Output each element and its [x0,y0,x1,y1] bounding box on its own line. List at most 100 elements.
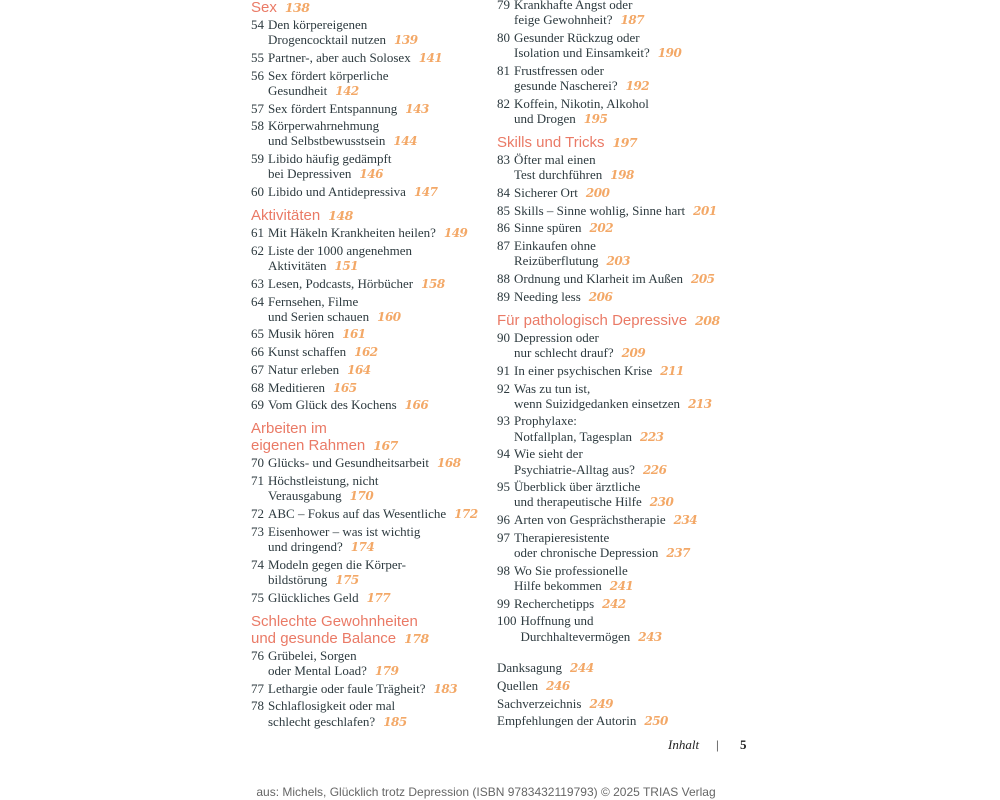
line-text: Quellen [497,678,539,694]
line: Höchstleistung, nicht [268,473,379,488]
entry-title: Wie sieht der Psychiatrie-Alltag aus? 226 [510,446,667,477]
entry-title: Natur erleben 164 [264,362,371,378]
toc-entry: 58 Körperwahrnehmung und Selbstbewusstsein… [251,118,491,149]
entry-title: Lethargie oder faule Trägheit? 183 [264,681,458,697]
line-text: Frustfressen oder [514,62,604,78]
toc-entry: Empfehlungen der Autorin 250 [497,713,737,729]
line-text: Glückliches Geld [268,589,359,605]
line-text: Einkaufen ohne [514,238,596,254]
toc-entry: 96 Arten von Gesprächstherapie 234 [497,512,737,528]
line: Vom Glück des Kochens 166 [268,397,429,413]
line-text: Mit Häkeln Krankheiten heilen? [268,225,436,241]
entry-title: Sinne spüren 202 [510,220,614,236]
line: Lesen, Podcasts, Hörbücher 158 [268,276,445,292]
toc-entry: 66 Kunst schaffen 162 [251,344,491,360]
entry-title: Recherchetipps 242 [510,596,626,612]
entry-title: Modeln gegen die Körper-bildstörung 175 [264,557,406,588]
entry-number: 72 [251,506,264,522]
line: eigenen Rahmen 167 [251,437,491,454]
line: Glücks- und Gesundheitsarbeit 168 [268,455,461,471]
line: und Serien schauen 160 [268,309,401,325]
entry-title: Grübelei, Sorgen oder Mental Load? 179 [264,648,399,679]
page-ref: 249 [589,696,614,711]
toc-entry: 79 Krankhafte Angst oder feige Gewohnheit?… [497,0,737,28]
line-text: Arbeiten im [251,420,327,438]
toc-entry: 71 Höchstleistung, nicht Verausgabung 170 [251,473,491,504]
line: Psychiatrie-Alltag aus? 226 [514,462,667,478]
line: und Selbstbewusstsein 144 [268,133,417,149]
page-ref: 234 [673,513,698,528]
line-text: Sex fördert körperliche [268,67,389,83]
line: und dringend? 174 [268,539,420,555]
entry-number: 83 [497,152,510,168]
line: ABC – Fokus auf das Wesentliche 172 [268,506,478,522]
entry-title: Lesen, Podcasts, Hörbücher 158 [264,276,445,292]
line-text: Therapieresistente [514,529,610,545]
toc-entry: 57 Sex fördert Entspannung 143 [251,101,491,117]
entry-number: 76 [251,647,264,663]
entry-number: 91 [497,362,510,378]
entry-title: Kunst schaffen 162 [264,344,378,360]
entry-title: Skills – Sinne wohlig, Sinne hart 201 [510,203,717,219]
entry-title: Koffein, Nikotin, Alkohol und Drogen 195 [510,96,649,127]
page-ref: 177 [366,590,391,605]
line: Natur erleben 164 [268,362,371,378]
toc-entry: 68 Meditieren 165 [251,380,491,396]
toc-entry: 64 Fernsehen, Filme und Serien schauen 160 [251,294,491,325]
page-ref: 195 [583,111,608,126]
toc-entry: 88 Ordnung und Klarheit im Außen 205 [497,271,737,287]
entry-title: Einkaufen ohne Reizüberflutung 203 [510,238,631,269]
line: Einkaufen ohne [514,238,630,253]
page-ref: 246 [546,679,570,694]
page-ref: 161 [342,327,366,342]
page-ref: 144 [393,134,417,149]
line: nur schlecht drauf? 209 [514,345,646,361]
toc-entry: 61 Mit Häkeln Krankheiten heilen? 149 [251,225,491,241]
line: Aktivitäten 148 [251,207,491,224]
line-text: Reizüberflutung [514,253,599,269]
line: schlecht geschlafen? 185 [268,714,407,730]
line: Quellen 246 [497,678,570,693]
page-ref: 148 [328,208,353,224]
line: Drogencocktail nutzen 139 [268,32,418,48]
line-text: Höchstleistung, nicht [268,473,379,489]
page-ref: 192 [625,79,650,94]
line: Fernsehen, Filme [268,294,401,309]
line: und therapeutische Hilfe 230 [514,494,674,510]
entry-title: Glückliches Geld 177 [264,589,391,606]
entry-title: Frustfressen oder gesunde Nascherei? 192 [510,62,650,94]
entry-number: 57 [251,100,264,116]
line-text: und gesunde Balance [251,629,397,647]
toc-entry: 94 Wie sieht der Psychiatrie-Alltag aus? 22… [497,446,737,477]
line: oder chronische Depression 237 [514,545,690,561]
line: bei Depressiven 146 [268,166,391,182]
page-ref: 200 [585,186,610,201]
line: Libido und Antidepressiva 147 [268,184,438,200]
line: wenn Suizidgedanken einsetzen 213 [514,396,712,412]
line-text: Wo Sie professionelle [514,562,628,578]
entry-title: Fernsehen, Filme und Serien schauen 160 [264,294,401,325]
line-text: oder Mental Load? [268,663,367,678]
line: Für pathologisch Depressive 208 [497,312,737,329]
line: Koffein, Nikotin, Alkohol [514,96,649,111]
entry-number: 97 [497,529,510,545]
toc-entry: 65 Musik hören 161 [251,326,491,342]
page-number: 5 [740,737,747,752]
line-text: Test durchführen [514,167,603,183]
entry-number: 98 [497,562,510,578]
line-text: und Selbstbewusstsein [268,133,386,149]
entry-number: 62 [251,242,264,258]
line-text: Aktivitäten [268,258,327,274]
line: Wo Sie professionelle [514,563,633,578]
line-text: Arten von Gesprächstherapie [514,512,666,528]
line-text: Glücks- und Gesundheitsarbeit [268,455,430,471]
toc-entry: 75 Glückliches Geld 177 [251,590,491,606]
toc-entry: 76 Grübelei, Sorgen oder Mental Load? 179 [251,648,491,679]
section-heading: Arbeiten im eigenen Rahmen 167 [251,420,491,454]
entry-number: 58 [251,118,264,134]
entry-title: Sex fördert körperliche Gesundheit 142 [264,68,389,99]
entry-number: 60 [251,184,264,200]
toc-entry: 55 Partner-, aber auch Solosex 141 [251,50,491,66]
page-ref: 198 [610,168,634,183]
line: Test durchführen 198 [514,167,634,183]
